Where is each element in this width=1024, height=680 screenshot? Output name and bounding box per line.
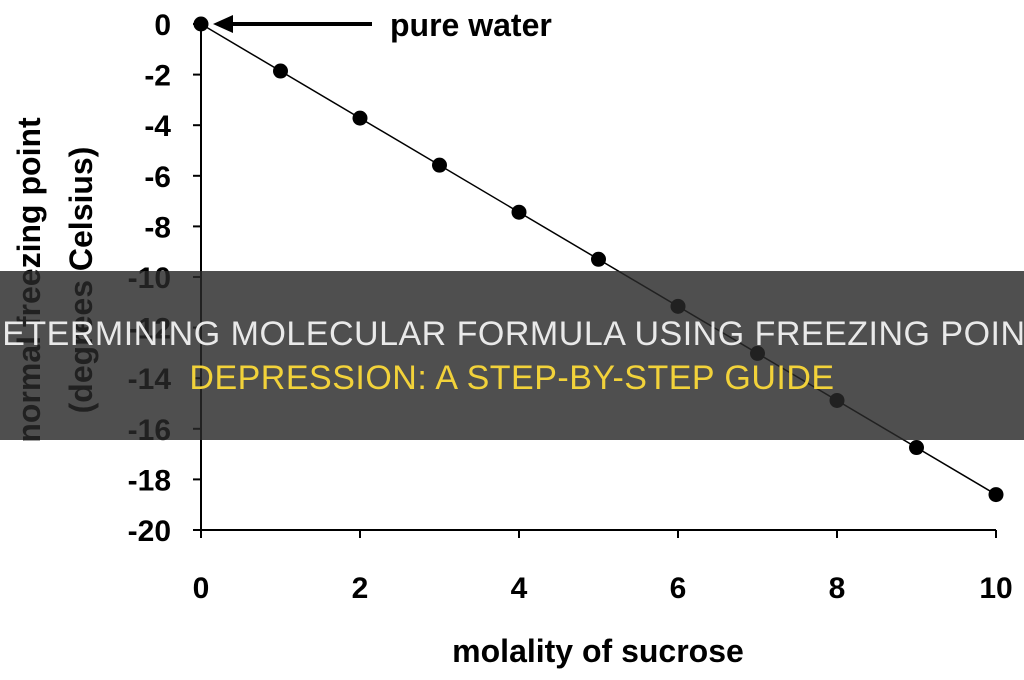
x-tick-label: 2 [352, 572, 369, 605]
data-point [273, 63, 288, 79]
x-tick-label: 0 [193, 572, 210, 605]
title-banner: DETERMINING MOLECULAR FORMULA USING FREE… [0, 271, 1024, 440]
x-tick-label: 8 [829, 572, 846, 605]
y-tick-label: -4 [144, 110, 171, 143]
banner-title-line1: DETERMINING MOLECULAR FORMULA USING FREE… [0, 314, 1024, 353]
y-tick-label: -18 [128, 464, 171, 497]
y-tick-label: -8 [144, 211, 171, 244]
x-axis-title: molality of sucrose [452, 633, 744, 669]
data-point [352, 110, 368, 126]
arrow-head-icon [213, 15, 233, 33]
x-tick-label: 6 [670, 572, 687, 605]
x-tick-label: 10 [979, 572, 1012, 605]
x-ticks: 0 2 4 6 8 10 [193, 530, 1013, 605]
y-tick-label: -2 [144, 60, 171, 93]
data-point [193, 16, 209, 32]
data-point [511, 204, 527, 220]
data-point [432, 157, 447, 173]
data-point [988, 487, 1004, 503]
data-point [591, 251, 606, 267]
x-tick-label: 4 [511, 572, 528, 605]
annotation-label: pure water [390, 7, 552, 43]
y-tick-label: -6 [144, 161, 171, 194]
y-tick-label: 0 [154, 9, 171, 42]
y-tick-label: -20 [128, 515, 171, 548]
pure-water-annotation: pure water [213, 7, 552, 43]
data-point [909, 440, 924, 456]
banner-title-line2: DEPRESSION: A STEP-BY-STEP GUIDE [189, 358, 835, 397]
